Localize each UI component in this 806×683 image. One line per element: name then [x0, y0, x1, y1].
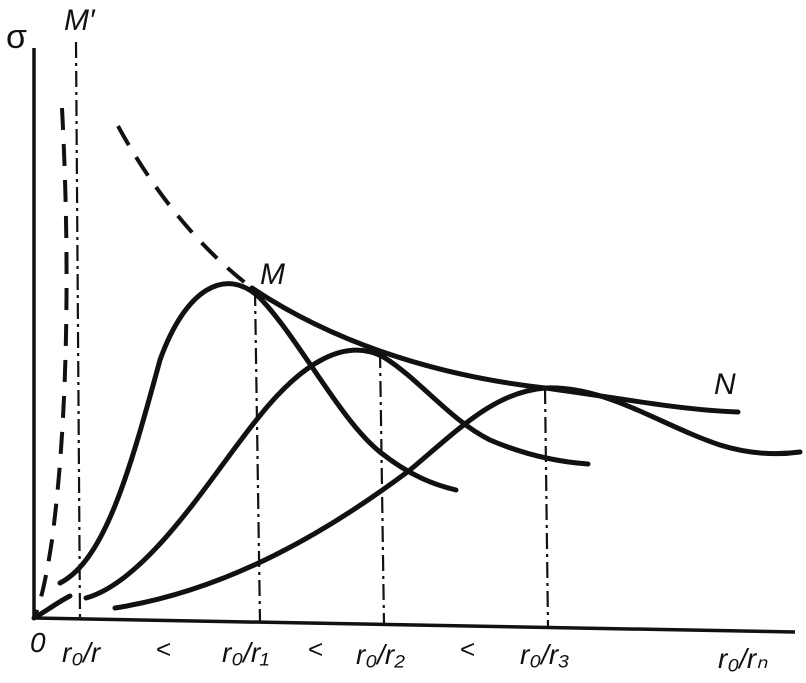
- tick-r3-num: r₀: [520, 639, 541, 670]
- tick-r-num: r₀: [62, 637, 83, 668]
- marker-n: N: [714, 368, 736, 401]
- stress-curve-3: [112, 385, 803, 611]
- less-than-3: <: [460, 634, 475, 664]
- axes: [32, 48, 796, 634]
- marker-m: M: [260, 258, 285, 291]
- less-than-2: <: [308, 634, 323, 664]
- stress-curves: [57, 281, 803, 611]
- envelope-curve: [249, 285, 741, 415]
- tick-label-r1: r₀/r₁: [222, 637, 269, 668]
- inequality-signs: < < <: [156, 634, 475, 664]
- dashed-envelope-curve: [116, 125, 254, 290]
- less-than-1: <: [156, 634, 171, 664]
- y-axis-label: σ: [6, 18, 27, 56]
- marker-m-prime: M′: [64, 4, 96, 37]
- r3-line: [543, 387, 550, 627]
- tick-label-r: r₀/r: [62, 637, 102, 668]
- x-axis-label: r₀/rₙ: [718, 643, 768, 674]
- dashed-steep-curve: [32, 107, 69, 619]
- tick-r3-den: r₃: [549, 639, 569, 670]
- reference-lines: [74, 41, 550, 627]
- r1-line: [253, 289, 262, 623]
- m-prime-line: [74, 41, 82, 621]
- tick-label-r2: r₀/r₂: [356, 639, 405, 670]
- tick-label-r3: r₀/r₃: [520, 639, 569, 670]
- stress-curve-1: [57, 281, 459, 586]
- tick-r1-den: r₁: [251, 637, 269, 668]
- r2-line: [378, 351, 386, 625]
- dashed-curves: [32, 107, 254, 619]
- cutoff-curve: [31, 593, 73, 621]
- tick-r2-num: r₀: [356, 639, 377, 670]
- origin-label: 0: [30, 627, 46, 658]
- stress-curve-2: [83, 347, 591, 601]
- tick-r2-den: r₂: [385, 639, 405, 670]
- x-tick-labels: r₀/r r₀/r₁ r₀/r₂ r₀/r₃ r₀/rₙ: [62, 637, 768, 674]
- tick-r1-num: r₀: [222, 637, 243, 668]
- x-axis: [33, 616, 796, 634]
- tick-r-den: r: [91, 637, 102, 668]
